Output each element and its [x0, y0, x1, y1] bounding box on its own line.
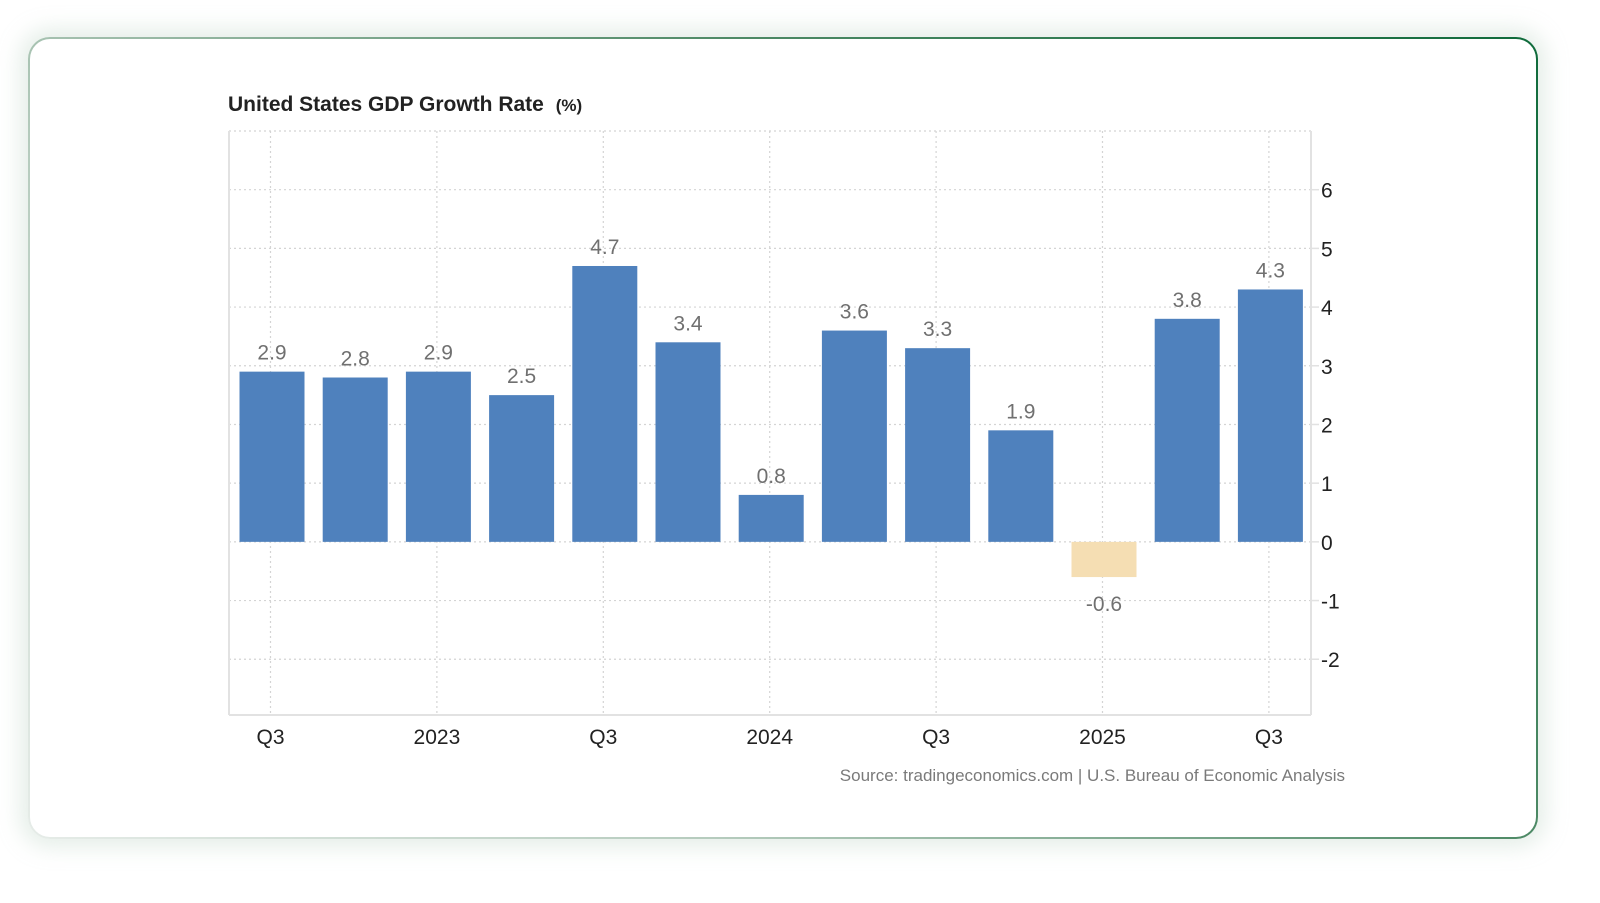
data-label: 3.4 [673, 312, 703, 335]
bar-negative [1071, 541, 1137, 578]
horizontal-gridlines [229, 130, 1311, 660]
data-label: 3.6 [840, 301, 869, 324]
data-label: 1.9 [1006, 400, 1035, 423]
bar [489, 395, 555, 542]
x-tick-label: Q3 [922, 726, 950, 749]
chart-title-main: United States GDP Growth Rate [228, 93, 544, 116]
y-tick-label: 4 [1321, 297, 1333, 320]
chart-title: United States GDP Growth Rate (%) [228, 93, 582, 116]
data-label: 3.3 [923, 318, 952, 341]
bar [1154, 318, 1220, 542]
bar [655, 342, 721, 542]
y-tick-label: 5 [1321, 238, 1333, 261]
x-tick-label: 2023 [414, 726, 461, 749]
y-axis-ticks: 6 5 4 3 2 1 0 -1 -2 [1311, 180, 1340, 672]
bar [572, 265, 638, 542]
y-tick-label: -1 [1321, 591, 1340, 614]
source-attribution: Source: tradingeconomics.com | U.S. Bure… [840, 766, 1345, 785]
y-tick-label: 3 [1321, 356, 1333, 379]
chart-title-unit: (%) [556, 96, 582, 115]
bar [988, 430, 1054, 542]
data-label: 0.8 [757, 465, 786, 488]
y-tick-label: 6 [1321, 180, 1333, 203]
bar [1237, 289, 1303, 542]
x-axis-ticks: Q3 2023 Q3 2024 Q3 2025 Q3 [256, 726, 1282, 749]
x-tick-label: Q3 [256, 726, 284, 749]
data-label: 2.9 [257, 342, 286, 365]
x-tick-label: Q3 [1255, 726, 1283, 749]
y-tick-label: 0 [1321, 532, 1333, 555]
data-label: 4.7 [590, 236, 619, 259]
bar [821, 330, 887, 542]
bar [905, 348, 971, 542]
bar [405, 371, 471, 542]
data-label: 2.5 [507, 365, 536, 388]
x-tick-label: Q3 [589, 726, 617, 749]
y-tick-label: 2 [1321, 414, 1333, 437]
y-tick-label: -2 [1321, 649, 1340, 672]
y-tick-label: 1 [1321, 473, 1333, 496]
axes [228, 131, 1312, 716]
data-labels: 2.9 2.8 2.9 2.5 4.7 3.4 0.8 3.6 3.3 1.9 -0.6 3.8 4.3 [257, 236, 1285, 616]
bar [738, 494, 804, 542]
bar [322, 377, 388, 542]
data-label: -0.6 [1086, 593, 1122, 616]
bar [239, 371, 305, 542]
bars [239, 265, 1303, 578]
x-tick-label: 2024 [746, 726, 793, 749]
data-label: 3.8 [1173, 289, 1202, 312]
data-label: 4.3 [1256, 259, 1285, 282]
x-tick-label: 2025 [1079, 726, 1126, 749]
data-label: 2.9 [424, 342, 453, 365]
data-label: 2.8 [341, 348, 370, 371]
